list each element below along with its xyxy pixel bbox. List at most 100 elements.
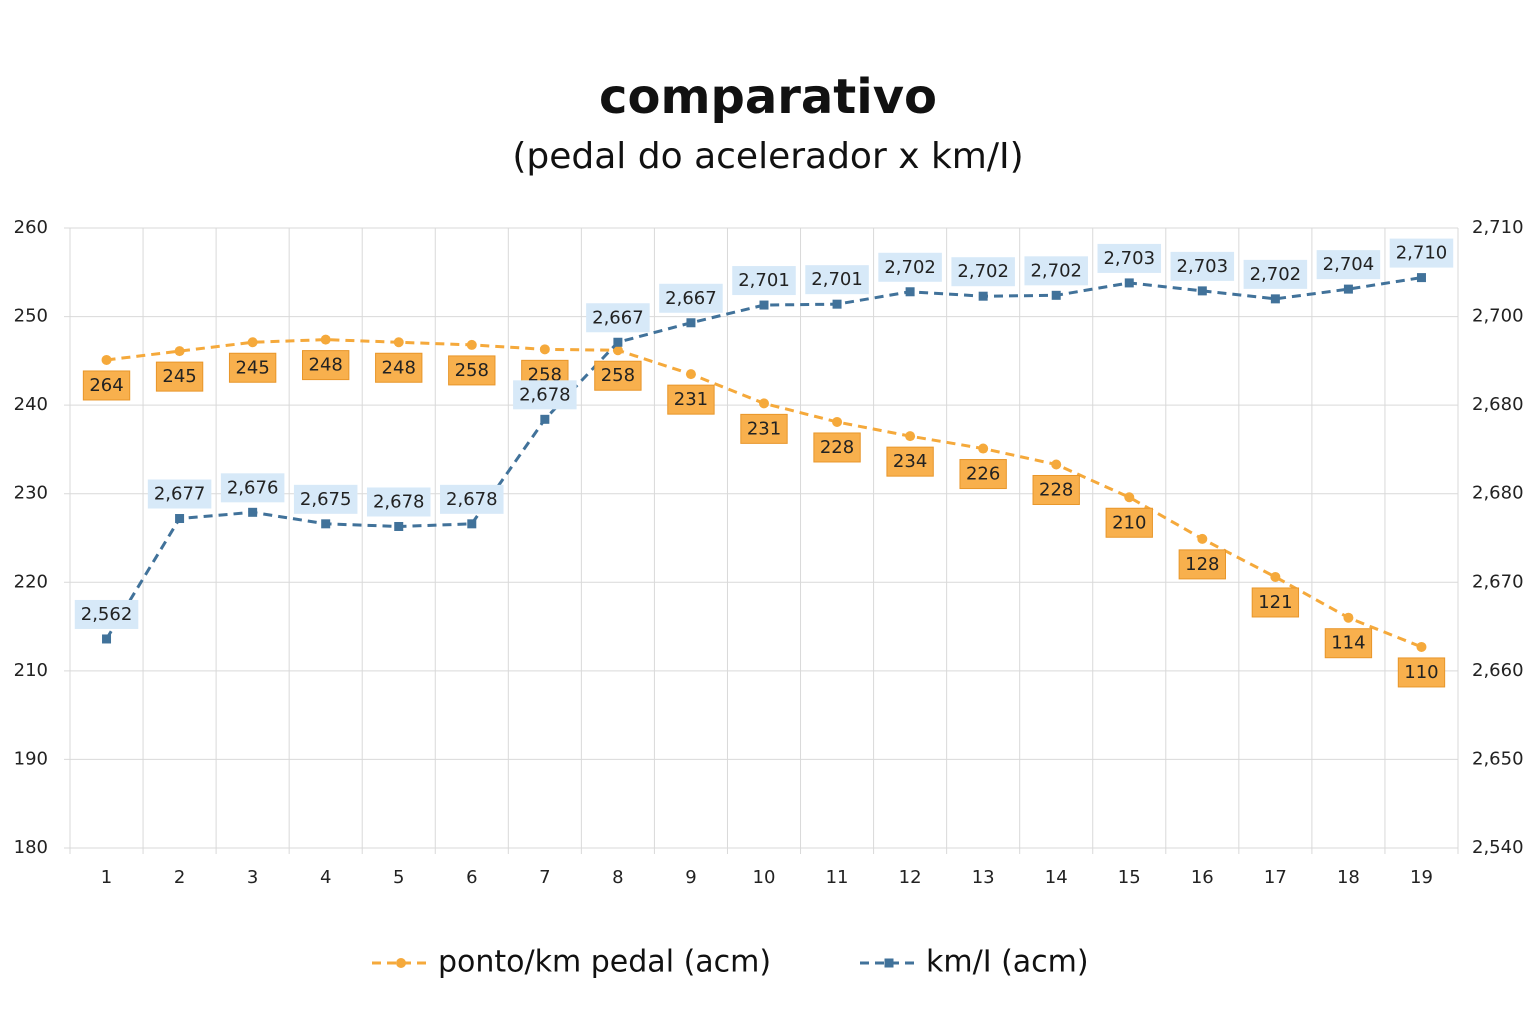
data-label-text: 2,678 xyxy=(446,489,498,510)
data-label: 2,675 xyxy=(293,484,358,514)
y2-tick-label: 2,680 xyxy=(1472,483,1524,504)
data-label-box xyxy=(147,479,212,509)
data-label: 226 xyxy=(959,459,1007,490)
data-point xyxy=(1343,612,1354,623)
data-point xyxy=(101,354,112,365)
data-label: 2,702 xyxy=(951,257,1015,287)
y2-tick-label: 2,700 xyxy=(1472,306,1524,327)
y2-tick-label: 2,680 xyxy=(1472,394,1524,415)
data-label: 2,702 xyxy=(878,252,942,282)
data-label: 2,702 xyxy=(1243,259,1308,289)
data-label-box xyxy=(740,413,788,444)
x-tick-label: 9 xyxy=(685,867,696,888)
data-label-text: 2,702 xyxy=(957,261,1009,282)
data-point xyxy=(1197,286,1207,296)
data-label-box xyxy=(74,599,139,629)
data-label: 2,703 xyxy=(1097,243,1162,273)
data-point xyxy=(102,634,112,644)
data-label: 128 xyxy=(1178,549,1226,580)
data-label-box xyxy=(366,487,431,517)
data-point xyxy=(174,346,185,357)
legend-marker xyxy=(396,958,406,968)
chart-title: comparativo xyxy=(599,69,937,125)
x-tick-label: 4 xyxy=(320,867,331,888)
data-label-box xyxy=(1178,549,1226,580)
data-point xyxy=(393,337,404,348)
data-label-text: 2,702 xyxy=(1250,264,1302,285)
data-point xyxy=(1124,492,1135,503)
data-label-text: 234 xyxy=(893,451,927,472)
data-label-box xyxy=(440,484,504,514)
y-tick-label: 180 xyxy=(14,837,48,858)
legend-label: km/I (acm) xyxy=(926,945,1089,980)
data-label-box xyxy=(1170,251,1235,281)
data-point xyxy=(685,369,696,380)
y2-tick-label: 2,710 xyxy=(1472,217,1524,238)
data-point xyxy=(905,287,915,297)
data-label-text: 2,703 xyxy=(1177,256,1229,277)
y-tick-label: 190 xyxy=(14,748,48,769)
data-label-box xyxy=(228,352,277,383)
series-line xyxy=(105,276,1422,640)
data-label-text: 258 xyxy=(601,365,635,386)
data-label-box xyxy=(805,265,869,295)
data-label-text: 258 xyxy=(455,360,489,381)
data-point xyxy=(759,300,769,310)
data-point xyxy=(905,431,916,442)
y2-tick-label: 2,670 xyxy=(1472,571,1524,592)
data-label-box xyxy=(375,352,423,383)
data-label-text: 2,677 xyxy=(154,484,206,505)
data-label: 2,677 xyxy=(147,479,212,509)
data-label: 245 xyxy=(228,352,277,383)
data-label-text: 245 xyxy=(235,357,269,378)
data-label-box xyxy=(1097,243,1162,273)
x-tick-label: 3 xyxy=(247,867,258,888)
y-tick-label: 240 xyxy=(14,394,48,415)
data-label-box xyxy=(959,459,1007,490)
data-label: 2,710 xyxy=(1389,238,1454,268)
y2-tick-label: 2,540 xyxy=(1472,837,1524,858)
data-label-text: 2,701 xyxy=(738,270,790,291)
data-label-text: 2,710 xyxy=(1396,243,1448,264)
data-point xyxy=(1270,294,1280,304)
data-label: 2,676 xyxy=(220,473,285,503)
data-point xyxy=(1051,459,1062,470)
x-tick-label: 7 xyxy=(539,867,550,888)
data-label-text: 114 xyxy=(1331,633,1365,654)
data-label: 231 xyxy=(667,384,715,415)
data-label-box xyxy=(586,303,650,333)
data-point xyxy=(321,519,331,529)
data-point xyxy=(466,339,477,350)
data-point xyxy=(394,521,404,531)
data-label-box xyxy=(1243,259,1308,289)
legend-marker xyxy=(884,958,894,968)
data-label-text: 2,667 xyxy=(592,307,644,328)
data-label-box xyxy=(302,350,350,381)
data-label-text: 110 xyxy=(1404,662,1438,683)
y-tick-label: 260 xyxy=(14,217,48,238)
data-label-box xyxy=(878,252,942,282)
data-point xyxy=(686,318,696,328)
data-label-text: 2,675 xyxy=(300,489,352,510)
data-label: 2,678 xyxy=(513,380,577,410)
data-label-text: 245 xyxy=(162,366,196,387)
data-point xyxy=(467,519,477,529)
data-label-text: 2,704 xyxy=(1323,254,1375,275)
data-label-text: 264 xyxy=(89,375,123,396)
data-label: 228 xyxy=(1032,474,1080,505)
y-tick-label: 210 xyxy=(14,660,48,681)
data-label-box xyxy=(1324,628,1373,659)
data-label: 264 xyxy=(82,370,131,401)
data-label-text: 2,676 xyxy=(227,477,279,498)
data-label-box xyxy=(1032,474,1080,505)
data-label-text: 2,667 xyxy=(665,288,717,309)
data-label-text: 231 xyxy=(674,389,708,410)
data-label: 2,678 xyxy=(440,484,504,514)
data-point xyxy=(320,334,331,345)
data-label-box xyxy=(293,484,358,514)
data-label: 234 xyxy=(886,446,934,477)
data-label: 2,701 xyxy=(732,266,796,296)
x-tick-label: 18 xyxy=(1337,867,1360,888)
data-label-box xyxy=(667,384,715,415)
y2-tick-label: 2,650 xyxy=(1472,748,1524,769)
